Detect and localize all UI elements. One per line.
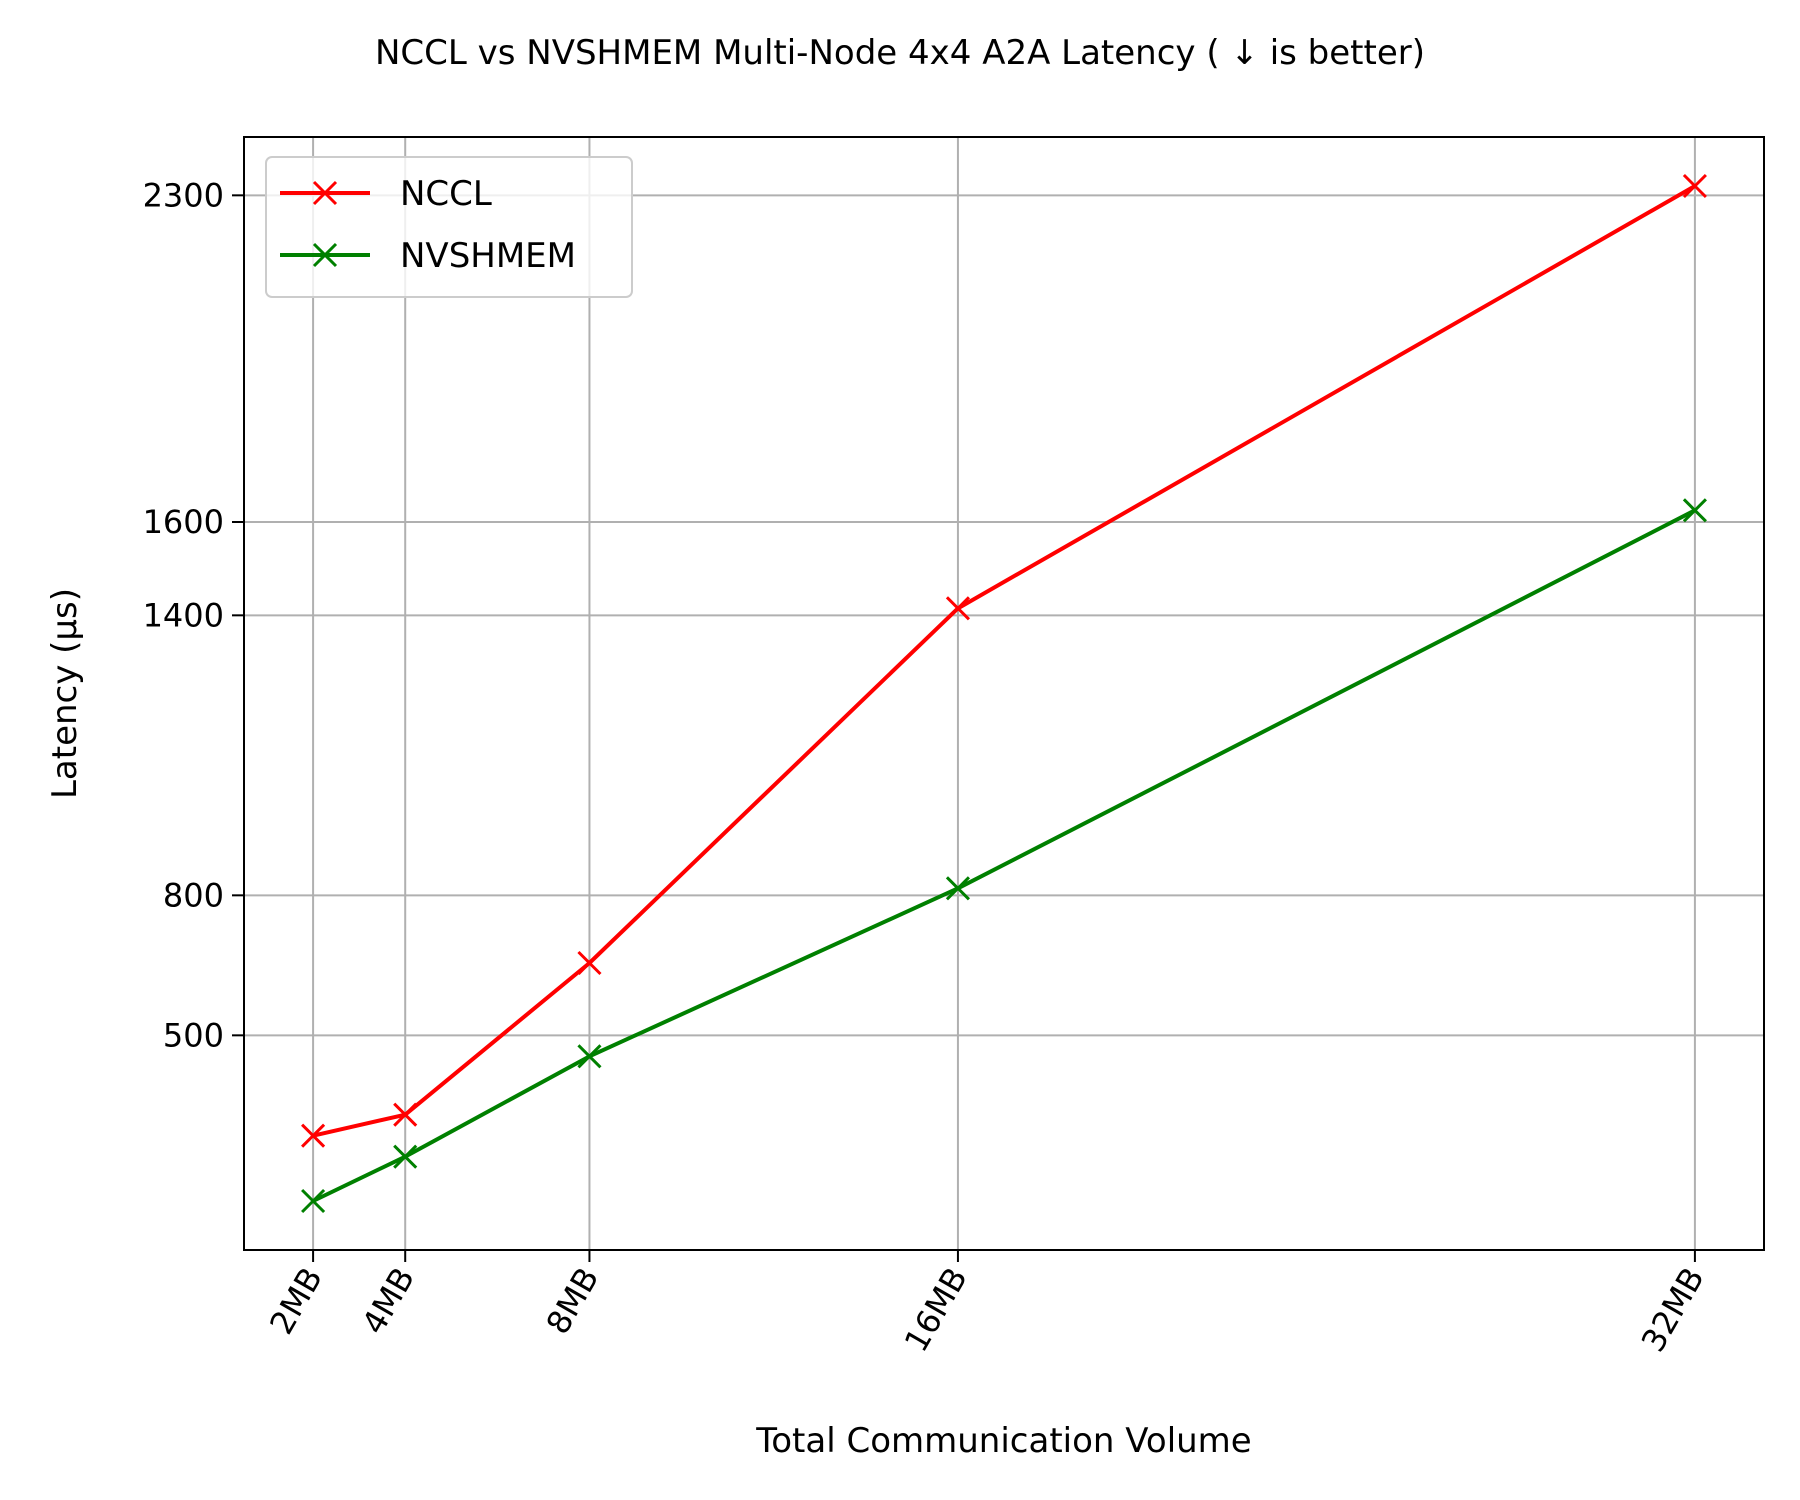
series-nccl xyxy=(301,173,1707,1148)
data-point xyxy=(1682,498,1707,523)
y-tick-label: 1600 xyxy=(143,503,224,541)
series-nvshmem xyxy=(301,498,1707,1214)
x-tick-label: 2MB xyxy=(262,1261,330,1341)
x-tick-label: 4MB xyxy=(354,1261,422,1341)
x-tick-label: 32MB xyxy=(1634,1261,1712,1358)
legend-label: NVSHMEM xyxy=(400,236,576,276)
x-tick-label: 16MB xyxy=(897,1261,975,1358)
x-axis-label: Total Communication Volume xyxy=(755,1421,1251,1461)
data-point xyxy=(301,1188,326,1214)
x-tick-label: 8MB xyxy=(539,1261,607,1341)
data-point xyxy=(301,1123,326,1148)
data-point xyxy=(393,1102,418,1127)
series-line xyxy=(312,508,1696,1203)
legend: NCCL NVSHMEM xyxy=(265,156,633,298)
data-point xyxy=(577,1044,602,1069)
data-point xyxy=(945,596,970,621)
legend-label: NCCL xyxy=(400,174,492,214)
legend-marker xyxy=(312,180,338,206)
data-point xyxy=(393,1144,418,1169)
y-tick-label: 1400 xyxy=(143,596,224,634)
data-point xyxy=(1682,173,1707,199)
legend-item-nvshmem: NVSHMEM xyxy=(280,236,576,276)
chart-title: NCCL vs NVSHMEM Multi-Node 4x4 A2A Laten… xyxy=(375,33,1425,73)
series-line xyxy=(312,184,1696,1138)
legend-item-nccl: NCCL xyxy=(280,174,492,214)
grid xyxy=(244,137,1764,1250)
data-point xyxy=(945,876,970,901)
plot-area-frame xyxy=(243,136,1765,1251)
series-group xyxy=(301,173,1707,1214)
y-tick-label: 800 xyxy=(163,876,224,914)
axis-ticks: 2MB 4MB 8MB 16MB 32MB 500 800 1400 1600 2300 xyxy=(143,176,1712,1358)
data-point xyxy=(577,950,602,976)
y-tick-label: 2300 xyxy=(143,176,224,214)
y-axis-label: Latency (μs) xyxy=(45,588,85,799)
y-tick-label: 500 xyxy=(163,1016,224,1054)
legend-marker xyxy=(312,242,338,268)
